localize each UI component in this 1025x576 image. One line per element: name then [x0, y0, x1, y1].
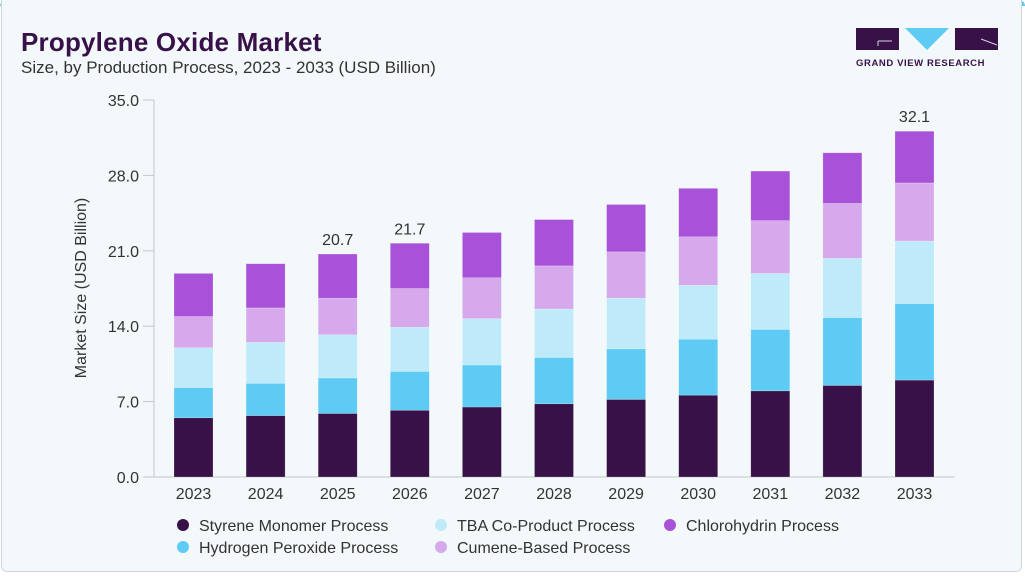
- bar-segment-hydrogen-peroxide-process-2031: [750, 329, 791, 392]
- bar-segment-hydrogen-peroxide-process-2029: [606, 348, 646, 400]
- bar-segment-cumene-based-process-2027: [462, 277, 502, 319]
- x-tick-label: 2028: [536, 486, 572, 503]
- bar-segment-styrene-monomer-process-2031: [750, 390, 791, 478]
- bar-segment-chlorohydrin-process-2025: [317, 253, 358, 299]
- data-label: 32.1: [899, 109, 930, 126]
- bar-segment-chlorohydrin-process-2028: [534, 219, 574, 267]
- bar-segment-cumene-based-process-2023: [173, 316, 214, 349]
- chart-title: Propylene Oxide Market: [21, 27, 322, 57]
- bar-segment-tba-co-product-process-2032: [822, 258, 863, 318]
- bar-segment-tba-co-product-process-2023: [173, 347, 214, 388]
- bar-segment-cumene-based-process-2026: [389, 288, 430, 328]
- bar-segment-chlorohydrin-process-2029: [606, 204, 646, 253]
- bar-segment-cumene-based-process-2025: [317, 297, 358, 336]
- bar-segment-tba-co-product-process-2033: [894, 240, 935, 304]
- x-tick-label: 2031: [753, 486, 789, 503]
- bar-segment-cumene-based-process-2033: [894, 182, 935, 242]
- x-tick-label: 2032: [825, 486, 861, 503]
- bar-segment-cumene-based-process-2032: [822, 203, 863, 259]
- bar-segment-styrene-monomer-process-2027: [462, 406, 502, 478]
- y-tick-label: 0.0: [117, 470, 139, 487]
- bar-segment-styrene-monomer-process-2026: [389, 409, 430, 478]
- x-tick-label: 2026: [392, 486, 428, 503]
- x-tick-label: 2027: [464, 486, 500, 503]
- bar-segment-tba-co-product-process-2027: [462, 318, 502, 366]
- legend-marker: [177, 541, 189, 553]
- y-tick-label: 14.0: [108, 319, 139, 336]
- legend-marker: [435, 519, 447, 531]
- bar-segment-hydrogen-peroxide-process-2023: [173, 387, 214, 419]
- legend-label: Chlorohydrin Process: [686, 518, 839, 535]
- legend-label: TBA Co-Product Process: [457, 518, 635, 535]
- bar-segment-hydrogen-peroxide-process-2024: [245, 382, 286, 416]
- bar-segment-styrene-monomer-process-2024: [245, 415, 286, 478]
- bar-segment-chlorohydrin-process-2023: [173, 273, 214, 317]
- y-tick-label: 7.0: [117, 395, 139, 412]
- grand-view-research-logo: [856, 28, 998, 50]
- legend-label: Hydrogen Peroxide Process: [199, 540, 398, 557]
- bar-segment-chlorohydrin-process-2031: [750, 170, 791, 221]
- bar-segment-hydrogen-peroxide-process-2027: [462, 364, 502, 408]
- legend-marker: [435, 541, 447, 553]
- bar-segment-chlorohydrin-process-2026: [389, 242, 430, 289]
- bar-segment-hydrogen-peroxide-process-2026: [389, 371, 430, 411]
- bar-segment-cumene-based-process-2030: [678, 236, 719, 286]
- bar-segment-cumene-based-process-2024: [245, 307, 286, 343]
- x-tick-label: 2029: [608, 486, 644, 503]
- bar-segment-chlorohydrin-process-2030: [678, 188, 719, 238]
- x-tick-label: 2030: [680, 486, 716, 503]
- bar-segment-styrene-monomer-process-2033: [894, 379, 935, 478]
- bar-segment-cumene-based-process-2031: [750, 220, 791, 274]
- y-tick-label: 21.0: [108, 244, 139, 261]
- bar-segment-hydrogen-peroxide-process-2028: [534, 357, 574, 405]
- data-label: 21.7: [394, 221, 425, 238]
- bar-segment-hydrogen-peroxide-process-2025: [317, 377, 358, 414]
- bar-segment-styrene-monomer-process-2029: [606, 399, 646, 478]
- x-tick-label: 2024: [248, 486, 284, 503]
- bar-segment-chlorohydrin-process-2033: [894, 130, 935, 184]
- bar-segment-hydrogen-peroxide-process-2030: [678, 338, 719, 396]
- bar-segment-cumene-based-process-2028: [534, 265, 574, 310]
- bar-segment-styrene-monomer-process-2025: [317, 413, 358, 478]
- bar-segment-tba-co-product-process-2028: [534, 308, 574, 358]
- y-tick-label: 35.0: [108, 93, 139, 110]
- bar-segment-hydrogen-peroxide-process-2032: [822, 317, 863, 386]
- y-tick-label: 28.0: [108, 168, 139, 185]
- legend-marker: [664, 519, 676, 531]
- bar-segment-tba-co-product-process-2025: [317, 334, 358, 379]
- legend-label: Styrene Monomer Process: [199, 518, 388, 535]
- bar-segment-tba-co-product-process-2026: [389, 326, 430, 372]
- bar-segment-styrene-monomer-process-2032: [822, 385, 863, 478]
- x-tick-label: 2023: [176, 486, 212, 503]
- chart-subtitle: Size, by Production Process, 2023 - 2033…: [21, 58, 436, 77]
- bar-segment-chlorohydrin-process-2027: [462, 232, 502, 279]
- x-tick-label: 2025: [320, 486, 356, 503]
- legend-label: Cumene-Based Process: [457, 540, 630, 557]
- x-tick-label: 2033: [897, 486, 933, 503]
- legend-marker: [177, 519, 189, 531]
- y-axis-title: Market Size (USD Billion): [73, 198, 90, 378]
- bar-segment-tba-co-product-process-2029: [606, 297, 646, 350]
- bar-segment-styrene-monomer-process-2028: [534, 403, 574, 478]
- bar-segment-cumene-based-process-2029: [606, 251, 646, 299]
- bar-segment-tba-co-product-process-2030: [678, 284, 719, 340]
- bar-segment-hydrogen-peroxide-process-2033: [894, 303, 935, 381]
- bar-segment-styrene-monomer-process-2023: [173, 417, 214, 478]
- bar-segment-chlorohydrin-process-2032: [822, 152, 863, 204]
- data-label: 20.7: [322, 232, 353, 249]
- bar-segment-tba-co-product-process-2024: [245, 342, 286, 384]
- bar-segment-chlorohydrin-process-2024: [245, 263, 286, 309]
- bar-segment-styrene-monomer-process-2030: [678, 394, 719, 478]
- bar-segment-tba-co-product-process-2031: [750, 273, 791, 330]
- logo-text: GRAND VIEW RESEARCH: [856, 58, 986, 69]
